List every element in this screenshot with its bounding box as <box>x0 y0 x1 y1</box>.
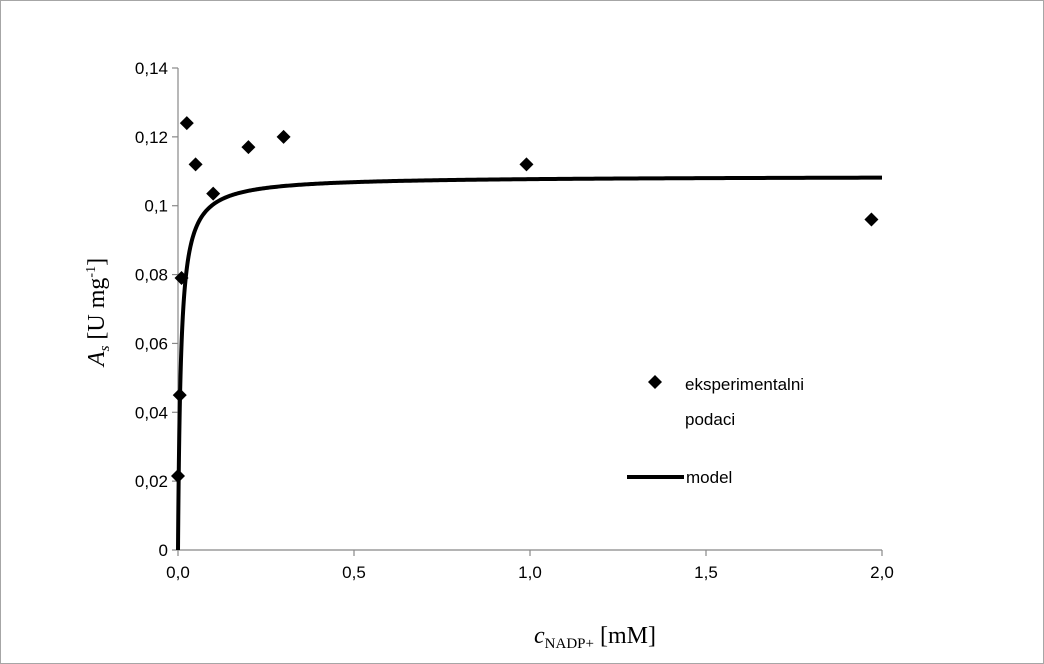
data-points <box>171 116 879 483</box>
x-tick-label: 1,5 <box>694 563 718 582</box>
data-point-diamond <box>174 271 189 286</box>
x-tick-label: 1,0 <box>518 563 542 582</box>
data-point-diamond <box>172 388 187 403</box>
y-tick-label: 0,04 <box>135 403 168 422</box>
data-point-diamond <box>864 212 879 227</box>
legend-label-experimental-line2: podaci <box>685 410 735 429</box>
x-tick-label: 0,0 <box>166 563 190 582</box>
y-tick-label: 0,02 <box>135 472 168 491</box>
y-tick-label: 0,14 <box>135 59 168 78</box>
x-tick-label: 2,0 <box>870 563 894 582</box>
plot-area: 0 0,02 0,04 0,06 0,08 0,1 0,12 0,14 0,0 0,5 1,0 1,… <box>135 59 894 582</box>
data-point-diamond <box>519 157 534 172</box>
model-curve <box>176 175 883 552</box>
y-tick-label: 0,08 <box>135 266 168 285</box>
x-tick-label: 0,5 <box>342 563 366 582</box>
y-axis-title: As [U mg-1] <box>84 258 113 368</box>
y-tick-label: 0,1 <box>144 197 168 216</box>
y-tick-label: 0,12 <box>135 128 168 147</box>
data-point-diamond <box>206 186 221 201</box>
data-point-diamond <box>188 157 203 172</box>
data-point-diamond <box>241 140 256 155</box>
y-axis-ticks: 0 0,02 0,04 0,06 0,08 0,1 0,12 0,14 <box>135 59 178 560</box>
legend-label-experimental-line1: eksperimentalni <box>685 375 804 394</box>
data-point-diamond <box>171 468 185 483</box>
legend-label-model: model <box>686 468 732 487</box>
x-axis-ticks: 0,0 0,5 1,0 1,5 2,0 <box>166 550 894 582</box>
legend-diamond-marker <box>648 375 662 389</box>
legend: eksperimentalni podaci model <box>627 375 804 487</box>
y-tick-label: 0,06 <box>135 334 168 353</box>
data-point-diamond <box>179 116 194 131</box>
y-tick-label: 0 <box>159 541 168 560</box>
x-axis-title: cNADP+ [mM] <box>534 623 656 652</box>
data-point-diamond <box>276 129 291 144</box>
